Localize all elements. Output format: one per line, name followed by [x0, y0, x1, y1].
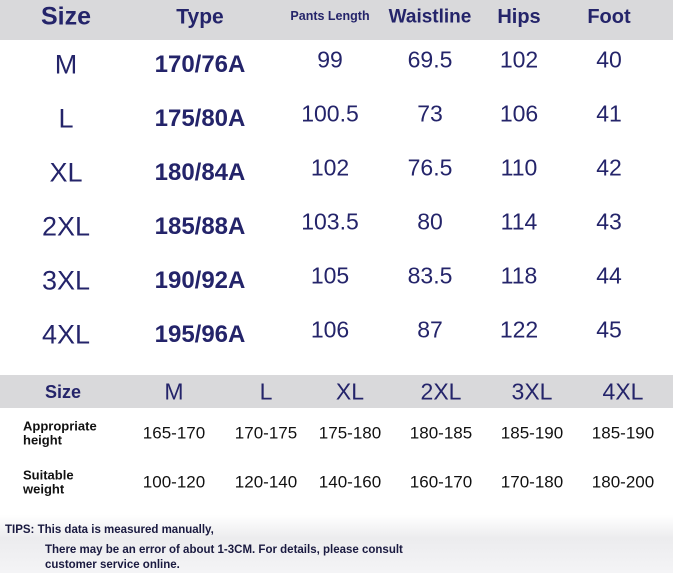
cell: 102	[310, 154, 350, 181]
row-header: Suitable weight	[23, 467, 74, 496]
column-header: Size	[40, 2, 92, 31]
cell: 83.5	[407, 262, 453, 289]
row-header: 2XL	[41, 211, 91, 242]
cell: 73	[417, 100, 443, 127]
cell: 175-180	[318, 423, 382, 443]
cell: 165-170	[142, 423, 206, 443]
cell: 190/92A	[154, 267, 246, 294]
cell: 170-175	[234, 423, 298, 443]
cell: 106	[499, 100, 539, 127]
cell: 140-160	[318, 472, 382, 492]
column-header: Pants Length	[290, 8, 370, 23]
column-header: Type	[176, 5, 224, 29]
cell: 100-120	[142, 472, 206, 492]
cell: 118	[500, 262, 538, 289]
cell: 110	[500, 154, 538, 181]
cell: 185/88A	[154, 213, 246, 240]
column-header: 4XL	[602, 378, 644, 405]
cell: 44	[596, 262, 622, 289]
cell: 87	[417, 316, 443, 343]
cell: 180-200	[591, 472, 655, 492]
row-header: 4XL	[41, 319, 91, 350]
cell: 41	[596, 100, 622, 127]
header-band	[0, 0, 673, 40]
cell: 180-185	[409, 423, 473, 443]
row-header: 3XL	[41, 265, 91, 296]
cell: 69.5	[407, 46, 453, 73]
tips-band	[0, 515, 673, 573]
cell: 185-190	[591, 423, 655, 443]
cell: 195/96A	[154, 321, 246, 348]
header-band	[0, 375, 673, 408]
tips-line: customer service online.	[45, 559, 180, 571]
cell: 106	[310, 316, 350, 343]
cell: 122	[499, 316, 539, 343]
cell: 42	[596, 154, 622, 181]
cell: 120-140	[234, 472, 298, 492]
cell: 114	[500, 208, 538, 235]
tips-title: TIPS: This data is measured manually,	[5, 524, 214, 536]
tips-line: There may be an error of about 1-3CM. Fo…	[45, 544, 403, 556]
cell: 103.5	[301, 208, 359, 235]
cell: 100.5	[301, 100, 359, 127]
column-header: M	[164, 378, 184, 405]
column-header: 3XL	[511, 378, 553, 405]
column-header: Waistline	[388, 6, 472, 28]
cell: 40	[596, 46, 622, 73]
cell: 45	[596, 316, 622, 343]
column-header: Hips	[497, 6, 541, 28]
column-header: Foot	[587, 6, 631, 28]
cell: 175/80A	[154, 105, 246, 132]
cell: 170/76A	[154, 51, 246, 78]
row-header: XL	[49, 157, 83, 188]
column-header: L	[259, 378, 273, 405]
cell: 105	[310, 262, 350, 289]
row-header: L	[58, 103, 74, 134]
cell: 180/84A	[154, 159, 246, 186]
cell: 76.5	[407, 154, 453, 181]
cell: 99	[317, 46, 343, 73]
cell: 43	[596, 208, 622, 235]
column-header: XL	[335, 378, 365, 405]
cell: 160-170	[409, 472, 473, 492]
row-header: M	[54, 49, 78, 80]
row-header: Appropriate height	[23, 418, 97, 447]
column-header: Size	[44, 382, 82, 402]
cell: 170-180	[500, 472, 564, 492]
cell: 185-190	[500, 423, 564, 443]
cell: 102	[499, 46, 539, 73]
column-header: 2XL	[420, 378, 462, 405]
cell: 80	[417, 208, 443, 235]
